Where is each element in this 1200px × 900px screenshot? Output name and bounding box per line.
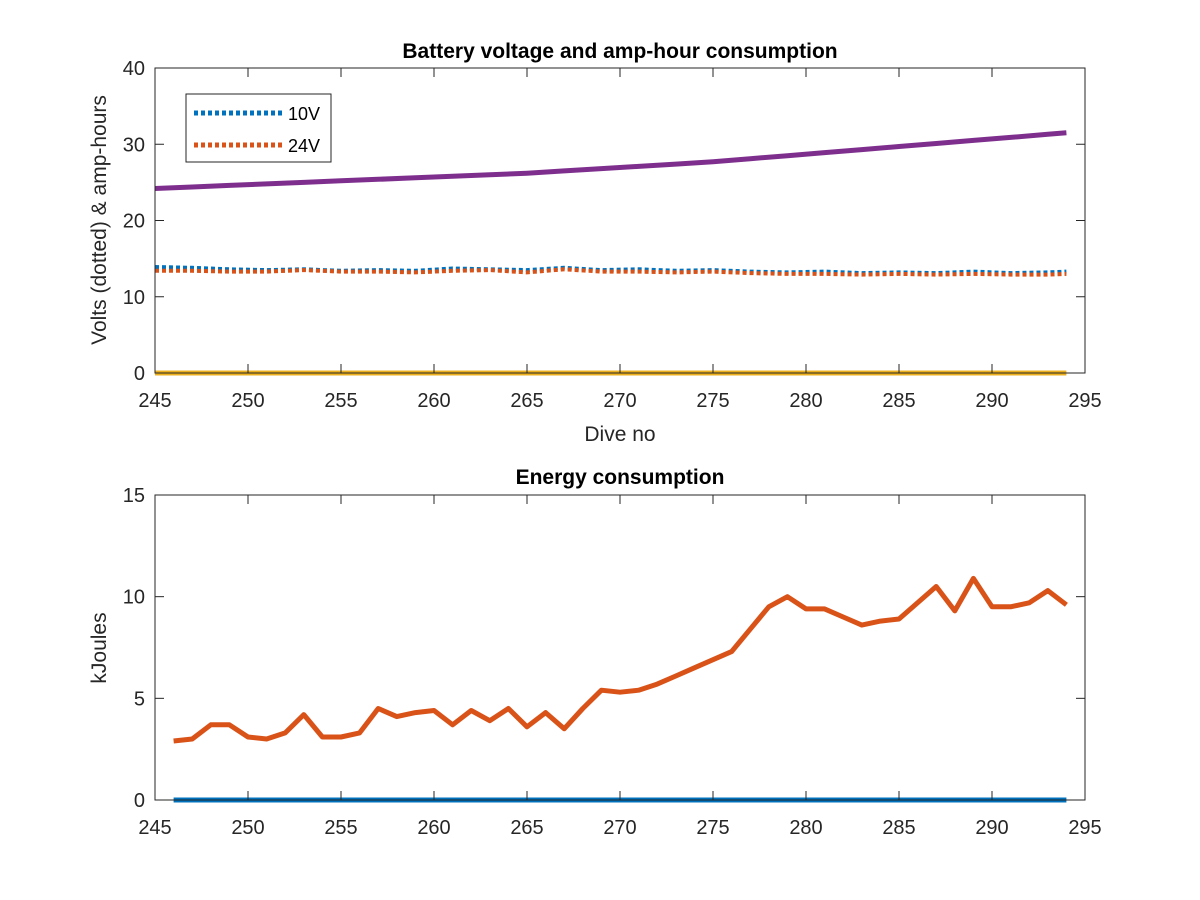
x-tick-label: 265	[510, 817, 543, 839]
x-tick-label: 270	[603, 390, 636, 412]
legend: 10V 24V	[185, 93, 332, 163]
x-tick-label: 280	[789, 390, 822, 412]
x-tick-label: 245	[138, 817, 171, 839]
x-tick-label: 245	[138, 390, 171, 412]
legend-box	[185, 93, 332, 163]
x-tick-label: 295	[1068, 390, 1101, 412]
series-line-0-2	[154, 130, 1067, 191]
x-tick-label: 255	[324, 390, 357, 412]
voltage-chart: Battery voltage and amp-hour consumption…	[88, 40, 1102, 446]
y-tick-label: 10	[123, 587, 145, 609]
chart-title: Battery voltage and amp-hour consumption	[402, 40, 837, 63]
axes-box	[154, 494, 1086, 801]
x-tick-label: 280	[789, 817, 822, 839]
x-tick-label: 285	[882, 390, 915, 412]
x-tick-label: 260	[417, 817, 450, 839]
x-tick-label: 290	[975, 817, 1008, 839]
x-axis-label: Dive no	[584, 423, 655, 446]
series-line-24v	[155, 267, 1067, 277]
energy-chart: Energy consumption kJoules 245 250 255 260 2…	[88, 466, 1102, 839]
x-tick-label: 250	[231, 390, 264, 412]
y-axis-label: Volts (dotted) & amp-hours	[88, 95, 111, 345]
legend-entry-24v: 24V	[288, 136, 320, 156]
x-tick-label: 255	[324, 817, 357, 839]
x-tick-label: 290	[975, 390, 1008, 412]
x-tick-label: 270	[603, 817, 636, 839]
x-tick-label: 265	[510, 390, 543, 412]
y-axis-label: kJoules	[88, 612, 111, 683]
y-tick-label: 10	[123, 287, 145, 309]
y-tick-label: 0	[134, 790, 145, 812]
y-tick-label: 5	[134, 688, 145, 710]
x-tick-label: 275	[696, 817, 729, 839]
x-tick-label: 295	[1068, 817, 1101, 839]
y-tick-label: 30	[123, 134, 145, 156]
series-line-1-0	[173, 575, 1068, 744]
tick-labels: 245 250 255 260 265 270 275 280 285 290 295 0 10 20 30…	[123, 58, 1102, 412]
x-tick-label: 260	[417, 390, 450, 412]
x-tick-label: 275	[696, 390, 729, 412]
y-tick-label: 0	[134, 363, 145, 385]
legend-entry-10v: 10V	[288, 104, 320, 124]
y-tick-label: 40	[123, 58, 145, 80]
x-tick-label: 285	[882, 817, 915, 839]
y-tick-label: 20	[123, 211, 145, 233]
chart-title: Energy consumption	[516, 466, 725, 489]
axes-box	[154, 67, 1086, 374]
y-tick-label: 15	[123, 485, 145, 507]
x-tick-label: 250	[231, 817, 264, 839]
